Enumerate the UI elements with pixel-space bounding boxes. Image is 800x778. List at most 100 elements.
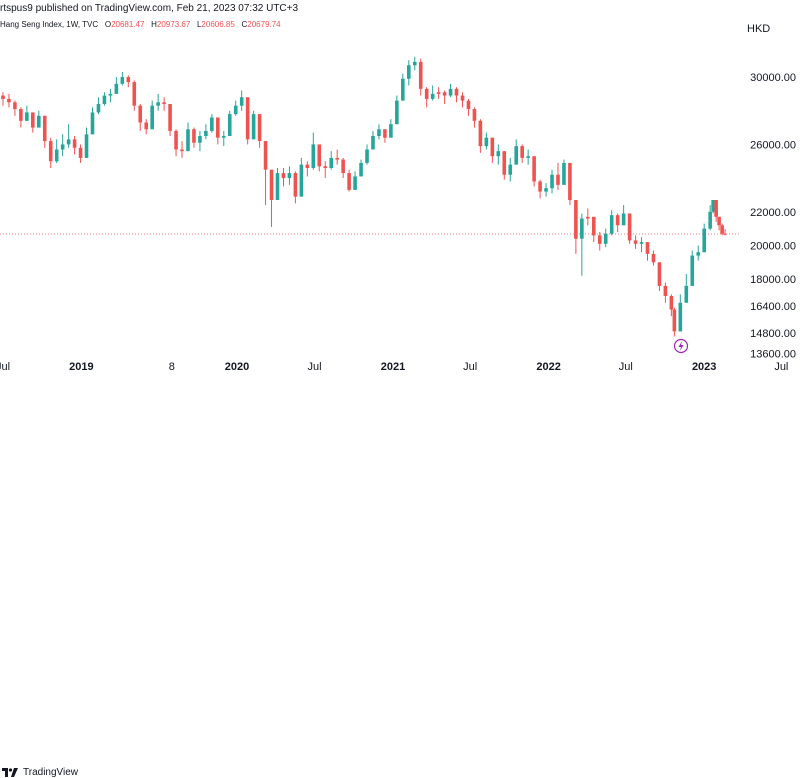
- candle: [54, 139, 59, 163]
- candle: [359, 159, 363, 177]
- candle: [406, 60, 411, 86]
- candle: [424, 87, 429, 108]
- candle: [347, 169, 351, 192]
- candle: [556, 162, 560, 190]
- candle: [287, 166, 292, 185]
- candle: [281, 168, 286, 187]
- candle: [72, 136, 77, 155]
- x-axis: Jul 2019 8 2020 Jul 2021 Jul 2022 Jul 2023 Jul: [0, 361, 788, 373]
- candle: [204, 124, 208, 140]
- publish-note: rtspus9 published on TradingView.com, Fe…: [0, 3, 299, 14]
- x-tick-label: Jul: [0, 361, 10, 373]
- candle: [233, 100, 238, 116]
- y-tick-label: 30000.00: [750, 72, 796, 84]
- brand-label: TradingView: [23, 767, 79, 778]
- candles: [1, 56, 727, 337]
- symbol-name: Hang Seng Index, 1W, TVC: [0, 20, 99, 29]
- candle: [377, 124, 381, 140]
- candle: [114, 77, 119, 94]
- candle: [508, 157, 513, 182]
- candle: [60, 134, 65, 157]
- y-tick-label: 13600.00: [750, 348, 796, 360]
- candle: [663, 282, 668, 303]
- candle: [36, 110, 41, 128]
- candle: [609, 210, 614, 236]
- candle: [299, 157, 304, 197]
- candle: [520, 144, 524, 163]
- candle: [532, 156, 536, 187]
- candle: [90, 107, 95, 135]
- x-tick-label: 2023: [692, 361, 716, 373]
- candle: [720, 223, 724, 236]
- candle: [478, 119, 483, 153]
- candle: [672, 307, 677, 337]
- candle: [263, 141, 268, 206]
- candle: [678, 294, 683, 332]
- candle: [108, 88, 113, 103]
- candle: [633, 235, 638, 249]
- candle: [120, 72, 125, 86]
- candle: [436, 87, 441, 99]
- candle: [472, 107, 477, 128]
- candle: [329, 151, 334, 170]
- ohlc-high: H20973.67: [151, 20, 191, 29]
- candle: [305, 161, 310, 177]
- candle: [1, 92, 5, 106]
- x-tick-label: 2022: [536, 361, 560, 373]
- candle: [717, 216, 721, 231]
- candle: [442, 90, 447, 104]
- candle: [645, 242, 650, 261]
- candle: [708, 205, 712, 231]
- candle: [568, 162, 572, 206]
- x-tick-label: 2021: [381, 361, 405, 373]
- candle: [162, 97, 166, 111]
- x-tick-label: 2019: [69, 361, 93, 373]
- candle: [192, 127, 196, 148]
- candle: [66, 124, 71, 148]
- candle: [257, 114, 262, 148]
- candle: [389, 119, 393, 138]
- ohlc-close: C20679.74: [241, 20, 281, 29]
- y-tick-label: 14800.00: [750, 328, 796, 340]
- candle: [574, 200, 578, 254]
- candle: [48, 137, 53, 168]
- candle: [84, 127, 89, 158]
- lightning-icon[interactable]: [673, 338, 689, 354]
- candle: [723, 229, 727, 236]
- candle: [216, 117, 220, 145]
- candle: [580, 213, 584, 276]
- candle: [621, 205, 626, 226]
- candlestick-plot[interactable]: 30000.00 26000.00 22000.00 20000.00 18000.00…: [0, 0, 800, 400]
- y-tick-label: 18000.00: [750, 274, 796, 286]
- chart-header: rtspus9 published on TradingView.com, Fe…: [0, 0, 740, 40]
- candle: [245, 97, 250, 145]
- tradingview-icon: [2, 767, 18, 777]
- candle: [460, 92, 465, 108]
- candle: [586, 208, 590, 226]
- candle: [335, 149, 339, 165]
- candle: [627, 213, 632, 244]
- candle: [96, 97, 101, 115]
- x-tick-label: Jul: [463, 361, 477, 373]
- candle: [538, 179, 542, 199]
- candle: [711, 200, 715, 214]
- candle: [221, 130, 226, 147]
- candle: [275, 168, 280, 200]
- x-tick-label: Jul: [619, 361, 633, 373]
- tradingview-logo[interactable]: TradingView: [2, 767, 78, 778]
- currency-label: HKD: [747, 23, 771, 35]
- candle: [323, 161, 328, 179]
- candle: [544, 183, 548, 197]
- candle: [156, 93, 160, 111]
- candle: [341, 157, 345, 179]
- candle: [690, 250, 695, 286]
- candle: [562, 159, 566, 185]
- candle: [31, 112, 35, 133]
- candle: [150, 100, 154, 130]
- candle: [714, 200, 718, 222]
- candle: [180, 141, 184, 158]
- candle: [251, 110, 256, 140]
- candle: [13, 100, 17, 116]
- candle: [168, 104, 172, 136]
